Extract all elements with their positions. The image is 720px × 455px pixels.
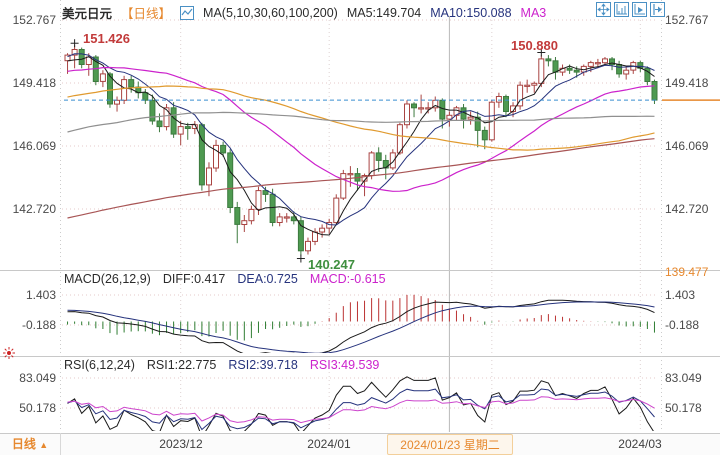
symbol-name: 美元日元	[62, 7, 113, 21]
macd-title: MACD(26,12,9)	[64, 272, 151, 286]
high2-label: 150.880	[511, 38, 558, 53]
rsi-label-left-1: 50.178	[19, 401, 56, 415]
ma-settings-label: MA(5,10,30,60,100,200)	[203, 5, 338, 20]
chart-header: 美元日元 【日线】 MA(5,10,30,60,100,200) MA5:149…	[62, 3, 546, 22]
play-forward-icon[interactable]	[632, 2, 647, 17]
y-label-right-3: 142.720	[665, 202, 709, 216]
x-tick-1: 2024/01	[307, 437, 351, 451]
y-label-left-3: 142.720	[12, 202, 56, 216]
rsi1-value: RSI1:22.775	[146, 358, 217, 372]
y-label-left-0: 152.767	[12, 13, 56, 27]
period-selector[interactable]: 日线 ▲	[0, 433, 61, 455]
ma30-value-truncated: MA3	[520, 5, 547, 20]
crosshair-price-label: 139.477	[665, 265, 709, 279]
time-axis-bar	[0, 433, 720, 455]
period-selector-label: 日线	[11, 437, 36, 451]
x-tick-2: 2024/03	[618, 437, 662, 451]
rsi2-value: RSI2:39.718	[228, 358, 298, 372]
rsi-header: RSI(6,12,24) RSI1:22.775 RSI2:39.718 RSI…	[64, 358, 379, 372]
shift-right-icon[interactable]	[650, 2, 665, 17]
ma5-value: MA5:149.704	[346, 5, 422, 20]
period-selector-arrow-icon: ▲	[39, 440, 49, 450]
macd-label-left-1: -0.188	[21, 318, 56, 332]
y-label-right-2: 146.069	[665, 139, 709, 153]
chart-toolbar	[596, 2, 665, 17]
high1-label: 151.426	[83, 31, 130, 46]
ma10-value: MA10:150.088	[430, 5, 512, 20]
rsi-title: RSI(6,12,24)	[64, 358, 135, 372]
period-tag: 【日线】	[121, 7, 172, 21]
y-label-left-2: 146.069	[12, 139, 56, 153]
indicator-marker-icon	[3, 347, 15, 362]
y-label-right-1: 149.418	[665, 76, 709, 90]
macd-header: MACD(26,12,9) DIFF:0.417 DEA:0.725 MACD:…	[64, 272, 386, 286]
crosshair-date: 2024/01/23 星期二	[387, 434, 513, 455]
y-label-left-1: 149.418	[12, 76, 56, 90]
x-tick-0: 2023/12	[159, 437, 203, 451]
move-icon[interactable]	[596, 2, 611, 17]
rsi-label-right-1: 50.178	[665, 401, 702, 415]
rsi-label-right-0: 83.049	[665, 371, 702, 385]
y-label-right-0: 152.767	[665, 13, 709, 27]
macd-diff-value: DIFF:0.417	[162, 272, 226, 286]
rsi3-value: RSI3:49.539	[309, 358, 380, 372]
macd-label-right-0: 1.403	[665, 288, 696, 302]
macd-dea-value: DEA:0.725	[237, 272, 298, 286]
axis-scale-icon[interactable]	[614, 2, 629, 17]
low-label: 140.247	[308, 257, 355, 272]
rsi-label-left-0: 83.049	[19, 371, 56, 385]
macd-label-right-1: -0.188	[665, 318, 700, 332]
mini-chart-icon	[180, 5, 195, 20]
macd-label-left-0: 1.403	[25, 288, 56, 302]
macd-macd-value: MACD:-0.615	[309, 272, 386, 286]
